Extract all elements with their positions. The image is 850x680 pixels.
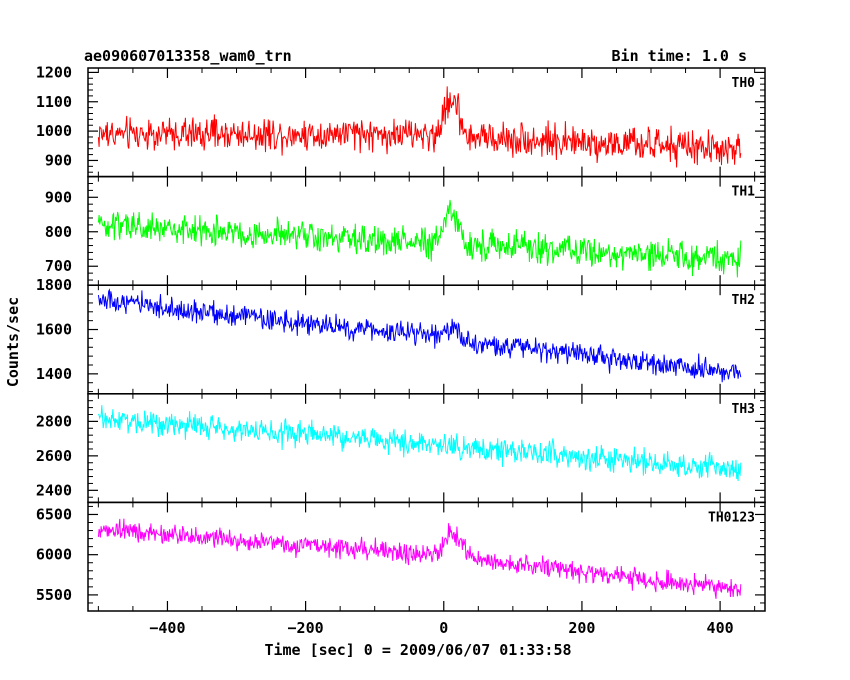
panel-th0123: 5500 6000 6500 TH0123 bbox=[36, 501, 766, 612]
panel-frame bbox=[87, 501, 766, 612]
chart-header-left: ae090607013358_wam0_trn bbox=[84, 47, 292, 65]
panel-th2: 1400 1600 1800 TH2 bbox=[36, 276, 766, 395]
y-tick-label: 6000 bbox=[36, 546, 72, 564]
x-tick-label: −400 bbox=[149, 619, 185, 637]
series-th1 bbox=[97, 199, 742, 278]
panel-th3: 2400 2600 2800 TH3 bbox=[36, 393, 766, 504]
series-th3 bbox=[97, 405, 742, 482]
y-tick-label: 900 bbox=[45, 151, 72, 169]
series-th0123 bbox=[97, 518, 742, 599]
y-tick-label: 2800 bbox=[36, 412, 72, 430]
series-th0 bbox=[97, 86, 742, 168]
y-tick-label: 1100 bbox=[36, 93, 72, 111]
x-tick-label: −200 bbox=[288, 619, 324, 637]
panel-frame bbox=[87, 67, 766, 178]
y-tick-label: 6500 bbox=[36, 505, 72, 523]
y-tick-label: 1200 bbox=[36, 63, 72, 81]
series-th2 bbox=[97, 288, 742, 383]
y-tick-label: 1800 bbox=[36, 276, 72, 294]
x-tick-label: 200 bbox=[568, 619, 595, 637]
y-tick-label: 1600 bbox=[36, 321, 72, 339]
y-tick-label: 5500 bbox=[36, 586, 72, 604]
y-tick-label: 2600 bbox=[36, 447, 72, 465]
y-tick-label: 800 bbox=[45, 223, 72, 241]
y-tick-label: 700 bbox=[45, 257, 72, 275]
y-tick-label: 2400 bbox=[36, 481, 72, 499]
y-tick-label: 1400 bbox=[36, 365, 72, 383]
panel-th1: 700 800 900 TH1 bbox=[45, 175, 766, 286]
panel-label-th0: TH0 bbox=[732, 76, 756, 91]
panel-th0: 900 1000 1100 1200 TH0 bbox=[36, 63, 766, 178]
panel-label-th3: TH3 bbox=[732, 402, 755, 417]
x-axis-label: Time [sec] 0 = 2009/06/07 01:33:58 bbox=[264, 641, 571, 659]
y-axis-label: Counts/sec bbox=[4, 297, 22, 387]
x-tick-label: 400 bbox=[707, 619, 734, 637]
panel-label-th1: TH1 bbox=[732, 185, 756, 200]
y-tick-label: 1000 bbox=[36, 122, 72, 140]
panel-label-th0123: TH0123 bbox=[708, 510, 755, 525]
chart-header-right: Bin time: 1.0 s bbox=[612, 47, 747, 65]
panel-label-th2: TH2 bbox=[732, 293, 755, 308]
x-tick-label: 0 bbox=[439, 619, 448, 637]
chart-panels: 900 1000 1100 1200 TH0 700 800 900 TH1 1400 1600 18… bbox=[36, 63, 766, 637]
y-tick-label: 900 bbox=[45, 188, 72, 206]
